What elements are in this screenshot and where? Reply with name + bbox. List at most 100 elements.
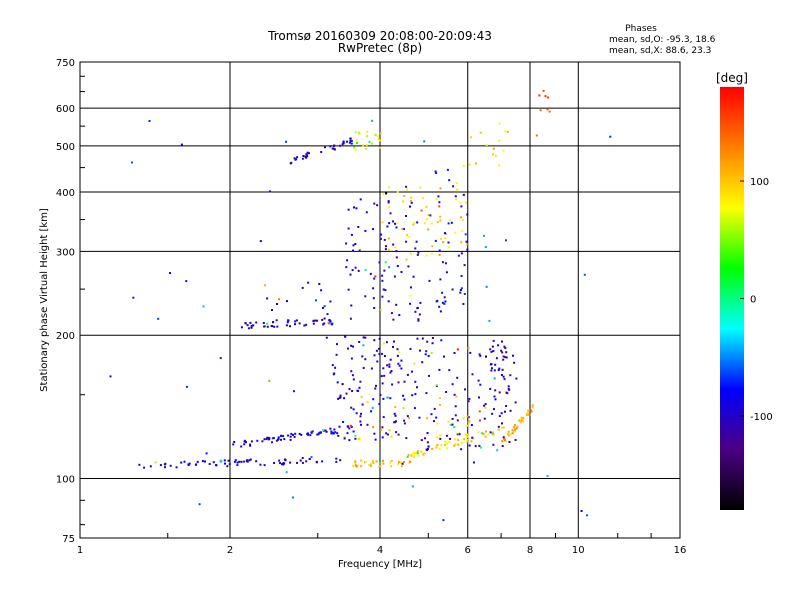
- data-point: [236, 461, 239, 464]
- data-point: [459, 216, 462, 219]
- data-point: [403, 398, 406, 401]
- data-point: [364, 269, 367, 272]
- x-axis-ticks: 1 2 4 6 8 10 16: [77, 533, 686, 556]
- data-points: [109, 89, 612, 522]
- y-tick-label: 600: [56, 104, 75, 115]
- data-point: [456, 376, 459, 379]
- data-point: [431, 337, 434, 339]
- data-point: [322, 307, 324, 309]
- data-point: [246, 324, 249, 327]
- data-point: [397, 362, 400, 365]
- data-point: [478, 410, 481, 413]
- data-point: [332, 145, 335, 148]
- data-point: [336, 343, 338, 346]
- data-point: [349, 273, 352, 276]
- data-point: [392, 243, 395, 246]
- data-point: [400, 359, 403, 362]
- data-point: [469, 351, 472, 354]
- data-point: [453, 352, 456, 354]
- data-point: [514, 424, 516, 427]
- data-point: [466, 424, 469, 427]
- data-point: [390, 460, 393, 462]
- data-point: [376, 204, 379, 207]
- data-point: [410, 454, 413, 457]
- data-point: [357, 226, 360, 228]
- plot-frame: [79, 61, 681, 539]
- data-point: [508, 441, 511, 443]
- data-point: [378, 403, 381, 405]
- data-point: [408, 236, 411, 239]
- data-point: [501, 445, 504, 447]
- data-point: [393, 421, 396, 424]
- data-point: [416, 337, 419, 340]
- data-point: [409, 205, 411, 208]
- data-point: [495, 357, 498, 360]
- data-point: [492, 350, 495, 352]
- data-point: [464, 233, 467, 236]
- data-point: [501, 368, 504, 371]
- data-point: [280, 434, 282, 437]
- data-point: [419, 301, 422, 304]
- data-point: [355, 412, 358, 415]
- data-point: [388, 365, 391, 368]
- data-point: [430, 413, 433, 416]
- data-point: [439, 278, 442, 281]
- data-point: [411, 485, 414, 488]
- data-point: [435, 416, 438, 419]
- data-point: [252, 324, 255, 327]
- data-point: [365, 135, 368, 138]
- data-point: [306, 155, 309, 158]
- data-point: [378, 337, 381, 340]
- data-point: [364, 295, 367, 298]
- data-point: [427, 228, 430, 231]
- data-point: [417, 454, 420, 457]
- data-point: [471, 373, 474, 376]
- data-point: [427, 214, 430, 216]
- data-point: [462, 303, 465, 305]
- data-point: [275, 439, 278, 442]
- data-point: [383, 238, 386, 241]
- data-point: [460, 287, 463, 290]
- data-point: [132, 296, 135, 299]
- data-point: [586, 514, 588, 517]
- data-point: [268, 379, 271, 382]
- data-point: [494, 389, 497, 392]
- data-point: [331, 147, 334, 150]
- data-point: [325, 430, 328, 433]
- data-point: [444, 440, 447, 443]
- data-point: [389, 371, 392, 374]
- data-point: [414, 393, 417, 396]
- data-point: [465, 240, 468, 243]
- data-point: [379, 394, 382, 396]
- grid: [80, 62, 680, 538]
- data-point: [328, 319, 331, 322]
- data-point: [400, 271, 403, 273]
- data-point: [379, 461, 382, 464]
- data-point: [372, 228, 374, 231]
- data-point: [339, 394, 342, 397]
- data-point: [273, 462, 276, 464]
- data-point: [431, 447, 434, 450]
- data-point: [438, 205, 441, 208]
- data-point: [439, 404, 442, 406]
- data-point: [409, 294, 412, 297]
- data-point: [502, 426, 505, 429]
- data-point: [491, 345, 494, 348]
- data-point: [457, 254, 460, 257]
- data-point: [414, 380, 417, 383]
- data-point: [386, 433, 389, 436]
- data-point: [298, 432, 301, 435]
- data-point: [435, 445, 438, 448]
- data-point: [439, 434, 442, 437]
- data-point: [492, 339, 495, 342]
- data-point: [326, 313, 329, 316]
- data-point: [223, 459, 226, 462]
- data-point: [250, 440, 253, 443]
- data-point: [491, 367, 493, 370]
- data-point: [346, 259, 349, 262]
- data-point: [406, 455, 409, 458]
- data-point: [296, 461, 298, 464]
- data-point: [381, 382, 384, 385]
- data-point: [378, 353, 381, 355]
